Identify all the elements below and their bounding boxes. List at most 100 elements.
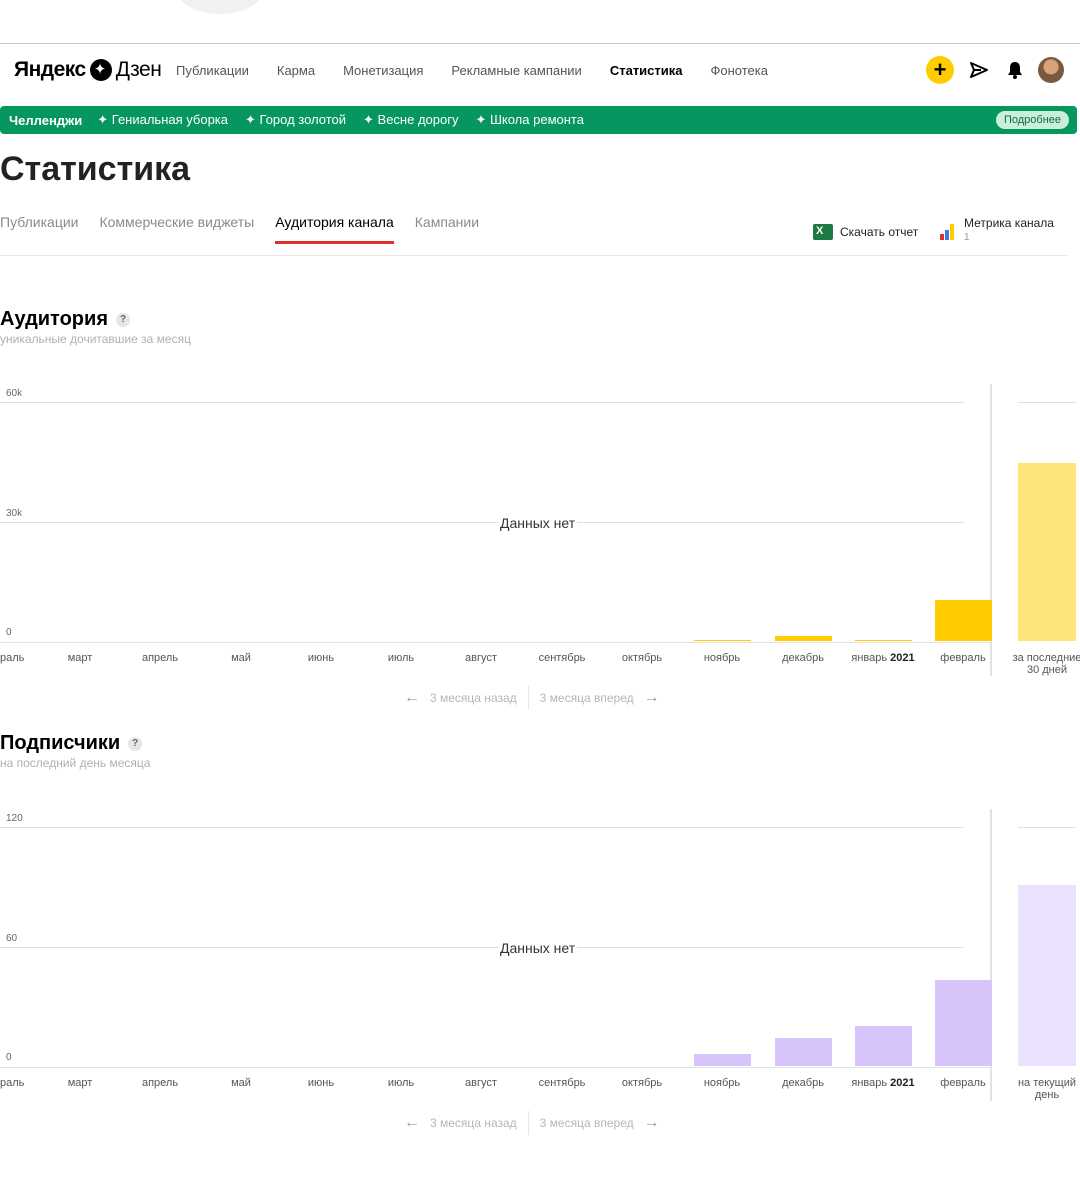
tab-commercial-widgets[interactable]: Коммерческие виджеты: [99, 214, 255, 230]
bell-icon[interactable]: [1002, 57, 1028, 83]
logo-text-zen: Дзен: [115, 58, 162, 81]
x-tick-label: январь 2021: [851, 652, 915, 664]
nav-ad-campaigns[interactable]: Рекламные кампании: [451, 63, 582, 78]
bar: [693, 640, 751, 642]
gridline-right: [1018, 402, 1076, 403]
nav-karma[interactable]: Карма: [276, 63, 316, 78]
gridline: [0, 402, 964, 403]
tab-campaigns[interactable]: Кампании: [414, 214, 480, 230]
challenge-item[interactable]: ✦ Город золотой: [245, 112, 347, 127]
logo[interactable]: Яндекс Дзен: [14, 58, 162, 82]
challenges-label[interactable]: Челленджи: [9, 112, 83, 128]
x-axis: [0, 642, 990, 643]
period-divider: [990, 384, 992, 676]
period-divider: [990, 809, 992, 1101]
excel-icon: [813, 224, 833, 240]
x-tick-label: октябрь: [621, 652, 663, 664]
arrow-right-icon[interactable]: →: [643, 1114, 660, 1131]
zen-star-icon: [89, 59, 112, 81]
help-icon[interactable]: ?: [128, 736, 143, 751]
x-tick-label: июнь: [307, 652, 335, 664]
header: Яндекс Дзен Публикации Карма Монетизация…: [0, 44, 1080, 106]
x-tick-label: октябрь: [621, 1077, 663, 1089]
gridline: [0, 521, 964, 523]
y-tick-label: 60k: [6, 388, 23, 399]
x-tick-label: август: [465, 1077, 497, 1089]
y-tick-label: 30k: [6, 507, 23, 519]
arrow-left-icon[interactable]: ←: [404, 689, 420, 706]
ghost-shape: [175, 0, 265, 14]
bar: [693, 1054, 751, 1066]
no-data-label: Данных нет: [498, 940, 578, 956]
plus-icon[interactable]: +: [926, 56, 954, 84]
subscribers-title-text: Подписчики: [0, 732, 121, 754]
x-tick-label: декабрь: [782, 1077, 824, 1089]
y-tick-label: 0: [6, 627, 12, 638]
tabs-divider: [0, 255, 1068, 256]
pager-forward-button[interactable]: 3 месяца вперед: [539, 1116, 634, 1130]
challenges-bar: Челленджи ✦ Гениальная уборка ✦ Город зо…: [0, 106, 1077, 134]
x-tick-label: апрель: [141, 1077, 179, 1089]
nav-phonoteka[interactable]: Фонотека: [710, 63, 768, 78]
x-tick-label: май: [231, 1077, 251, 1089]
pager-divider: [527, 1111, 529, 1135]
logo-text-yandex: Яндекс: [14, 58, 86, 81]
x-tick-label: апрель: [141, 652, 179, 664]
y-tick-label: 60: [6, 932, 18, 944]
no-data-label: Данных нет: [498, 515, 578, 531]
bar: [774, 635, 832, 641]
x-tick-label: март: [67, 1077, 93, 1089]
subscribers-title: Подписчики ?: [0, 732, 143, 755]
challenges-more-button[interactable]: Подробнее: [995, 111, 1069, 129]
x-tick-label: июль: [387, 652, 415, 664]
avatar[interactable]: [1038, 57, 1064, 83]
x-tick-label: раль: [0, 652, 25, 664]
arrow-right-icon[interactable]: →: [643, 689, 660, 706]
x-tick-label: раль: [0, 1077, 25, 1089]
challenge-item[interactable]: ✦ Гениальная уборка: [97, 112, 229, 127]
send-icon[interactable]: [966, 57, 992, 83]
x-tick-label: сентябрь: [538, 652, 586, 664]
metrika-button[interactable]: Метрика канала 1: [940, 216, 1054, 243]
x-axis: [0, 1067, 990, 1068]
pager-back-button[interactable]: 3 месяца назад: [430, 1116, 517, 1130]
gridline: [0, 946, 964, 948]
bar-last-period: [1018, 884, 1076, 1066]
audience-subtitle: уникальные дочитавшие за месяц: [0, 332, 191, 346]
audience-pager: ← 3 месяца назад 3 месяца вперед →: [404, 686, 660, 710]
download-report-button[interactable]: Скачать отчет: [813, 224, 918, 240]
nav-monetization[interactable]: Монетизация: [343, 63, 424, 78]
subscribers-chart: 120 60 0 Данных нет раль март апрель май июнь июл…: [0, 805, 1080, 1105]
gridline-right: [1018, 827, 1076, 828]
x-tick-label: май: [231, 652, 251, 664]
pager-forward-button[interactable]: 3 месяца вперед: [539, 691, 634, 705]
x-tick-label: февраль: [940, 652, 986, 664]
challenge-item[interactable]: ✦ Школа ремонта: [475, 112, 584, 127]
header-actions: +: [926, 56, 1064, 84]
bar-last-period: [1018, 462, 1076, 641]
x-tick-label: март: [67, 652, 93, 664]
page-title: Статистика: [0, 150, 191, 188]
metrika-count: 1: [964, 232, 970, 243]
x-tick-label: февраль: [940, 1077, 986, 1089]
nav-statistics[interactable]: Статистика: [609, 63, 683, 78]
x-tick-label: ноябрь: [703, 1077, 741, 1089]
x-tick-label: за последние 30 дней: [1012, 652, 1080, 676]
metrika-icon: [940, 224, 958, 240]
tab-publications[interactable]: Публикации: [0, 214, 79, 230]
pager-back-button[interactable]: 3 месяца назад: [430, 691, 517, 705]
stats-tabs: Публикации Коммерческие виджеты Аудитори…: [0, 214, 500, 244]
top-strip: [0, 0, 1080, 44]
nav-publications[interactable]: Публикации: [176, 63, 249, 78]
arrow-left-icon[interactable]: ←: [404, 1114, 420, 1131]
help-icon[interactable]: ?: [116, 312, 130, 327]
x-tick-label: июнь: [307, 1077, 335, 1089]
audience-title: Аудитория ?: [0, 308, 130, 331]
x-tick-label: декабрь: [782, 652, 824, 664]
download-report-label: Скачать отчет: [840, 225, 919, 239]
tab-channel-audience[interactable]: Аудитория канала: [275, 214, 394, 244]
gridline: [0, 827, 964, 828]
challenge-item[interactable]: ✦ Весне дорогу: [363, 112, 459, 127]
bar: [854, 1026, 912, 1066]
x-tick-label: ноябрь: [703, 652, 741, 664]
